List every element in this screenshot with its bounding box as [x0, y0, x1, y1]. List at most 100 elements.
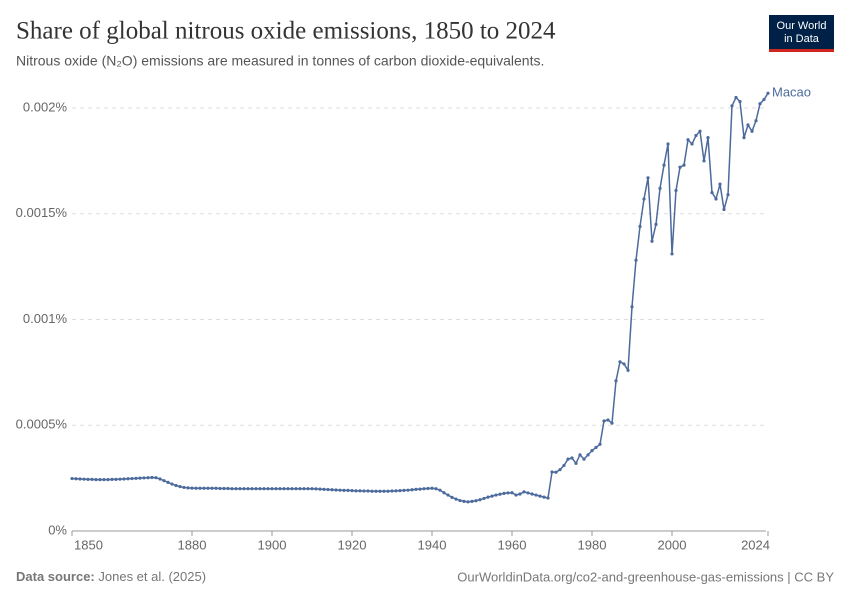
- point: [578, 453, 582, 457]
- point: [470, 499, 474, 503]
- point: [530, 492, 534, 496]
- point: [750, 129, 754, 133]
- point: [174, 483, 178, 488]
- x-tick-label: 1920: [338, 537, 367, 552]
- point: [198, 486, 202, 490]
- point: [102, 478, 106, 482]
- point: [582, 457, 586, 461]
- point: [322, 487, 326, 491]
- point: [534, 493, 538, 497]
- point: [282, 487, 286, 491]
- point: [286, 487, 290, 491]
- logo[interactable]: Our World in Data: [769, 15, 834, 52]
- point: [366, 489, 370, 493]
- point: [570, 456, 574, 460]
- point: [234, 487, 238, 491]
- point: [438, 488, 442, 492]
- point: [106, 478, 110, 482]
- point: [558, 468, 562, 472]
- footer-link[interactable]: OurWorldinData.org/co2-and-greenhouse-ga…: [457, 569, 834, 584]
- point: [726, 193, 730, 197]
- point: [94, 478, 98, 482]
- point: [422, 487, 426, 491]
- point: [446, 493, 450, 497]
- point: [686, 138, 690, 142]
- point: [298, 487, 302, 491]
- point: [122, 477, 126, 481]
- x-tick-label: 1880: [178, 537, 207, 552]
- point: [226, 486, 230, 491]
- point: [602, 419, 606, 423]
- logo-text: in Data: [784, 33, 820, 45]
- x-tick-label: 1940: [418, 537, 447, 552]
- point: [358, 489, 362, 493]
- point: [746, 123, 750, 127]
- point: [90, 477, 94, 481]
- point: [638, 224, 642, 229]
- point: [466, 500, 470, 504]
- point: [206, 486, 210, 490]
- point: [766, 91, 770, 95]
- point: [318, 487, 322, 491]
- point: [222, 486, 226, 491]
- point: [586, 453, 590, 457]
- y-tick-label: 0%: [48, 522, 67, 537]
- point: [274, 487, 278, 491]
- point: [70, 476, 74, 481]
- point: [498, 492, 502, 496]
- point: [374, 489, 378, 493]
- logo-bar: [769, 49, 834, 52]
- point: [426, 486, 430, 491]
- point: [506, 491, 510, 495]
- point: [654, 222, 658, 226]
- point: [238, 487, 242, 491]
- point: [590, 449, 594, 453]
- point: [310, 487, 314, 491]
- point: [594, 445, 598, 450]
- point: [78, 477, 82, 481]
- point: [302, 487, 306, 491]
- x-tick-label: 1900: [258, 537, 287, 552]
- point: [482, 496, 486, 501]
- point: [406, 488, 410, 492]
- point: [634, 258, 638, 262]
- point: [706, 136, 710, 140]
- point: [678, 165, 682, 169]
- point: [486, 495, 490, 499]
- x-tick-label: 2024: [741, 537, 770, 552]
- point: [354, 489, 358, 493]
- y-tick-label: 0.0005%: [16, 417, 68, 432]
- point: [566, 457, 570, 461]
- point: [630, 305, 634, 309]
- point: [754, 119, 758, 123]
- point: [442, 491, 446, 495]
- point: [710, 191, 714, 195]
- x-tick-label: 1960: [498, 537, 527, 552]
- point: [314, 487, 318, 491]
- point: [738, 100, 742, 104]
- y-tick-label: 0.0015%: [16, 205, 68, 220]
- point: [182, 485, 186, 490]
- point: [502, 491, 506, 495]
- point: [522, 490, 526, 494]
- point: [306, 487, 310, 491]
- point: [526, 491, 530, 495]
- point: [646, 176, 650, 180]
- point: [650, 239, 654, 243]
- point: [402, 488, 406, 492]
- point: [662, 163, 666, 167]
- point: [698, 129, 702, 133]
- point: [450, 495, 454, 499]
- source-label: Data source:: [16, 569, 95, 584]
- point: [518, 492, 522, 496]
- point: [82, 477, 86, 481]
- point: [98, 478, 102, 482]
- point: [762, 97, 766, 102]
- point: [350, 489, 354, 493]
- point: [610, 421, 614, 425]
- point: [458, 498, 462, 503]
- point: [250, 487, 254, 491]
- point: [138, 476, 142, 480]
- point: [434, 487, 438, 491]
